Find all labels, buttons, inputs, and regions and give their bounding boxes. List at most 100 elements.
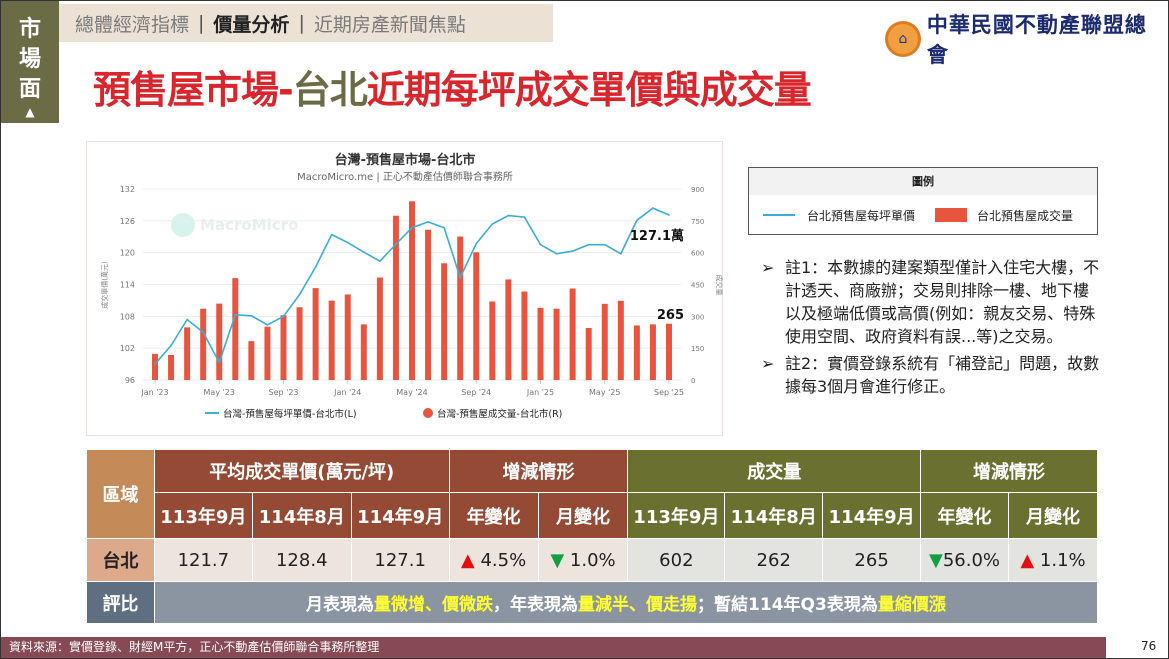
tab-macro-indicators[interactable]: 總體經濟指標 [75, 13, 190, 36]
price-point [218, 361, 221, 364]
price-point [411, 226, 413, 229]
volume-bar [360, 324, 367, 380]
price-annotation: 127.1萬 [630, 228, 684, 244]
comment-part: ，年表現為 [493, 595, 579, 615]
price-point [170, 344, 172, 347]
triangle-down-icon: ▼ [929, 549, 943, 571]
volume-bar [409, 201, 415, 380]
notes: ➢ 註1：本數據的建案類型僅計入住宅大樓，不計透天、商廠辦；交易則排除一樓、地下樓… [761, 256, 1101, 402]
y-left-tick-label: 126 [120, 217, 135, 226]
price-point [395, 243, 397, 245]
arrow-bullet-icon: ➢ [761, 354, 775, 373]
y-right-tick-label: 300 [691, 313, 704, 321]
x-tick-label: Jan '23 [140, 388, 168, 397]
period-header: 114年8月 [724, 492, 824, 539]
arrow-bullet-icon: ➢ [761, 258, 775, 277]
y-right-tick-label: 0 [691, 377, 695, 385]
volume-bar [216, 303, 223, 380]
price-header: 平均成交單價(萬元/坪) [153, 449, 450, 493]
volume-bar [666, 323, 672, 380]
x-tick-label: Sep '25 [654, 388, 684, 397]
volume-bar [505, 279, 512, 380]
legend-box: 圖例 台北預售屋每坪單價 台北預售屋成交量 [748, 167, 1098, 235]
title-part: 預售屋市場- [93, 68, 294, 112]
divider: | [298, 12, 305, 34]
comment-highlight: 量縮價漲 [877, 595, 946, 615]
section-label-char: 市 [18, 17, 41, 42]
tab-price-volume[interactable]: 價量分析 [213, 13, 290, 36]
volume-mom-cell: ▲ 1.1% [1008, 538, 1098, 582]
yoy-header: 年變化 [448, 492, 539, 539]
note-text: 註2：實價登錄系統有「補登記」問題，故數據每3個月會進行修正。 [785, 354, 1100, 396]
tab-news[interactable]: 近期房產新聞焦點 [313, 13, 466, 36]
price-point [266, 324, 269, 326]
y-left-axis-label: 成交單價(萬元) [100, 261, 109, 309]
price-point [668, 214, 670, 216]
price-cell: 121.7 [153, 538, 253, 582]
price-point [603, 243, 606, 246]
volume-cell: 602 [627, 538, 726, 582]
volume-bar [264, 326, 271, 380]
price-point [652, 207, 654, 209]
chart-subtitle: MacroMicro.me | 正心不動產估價師聯合事務所 [297, 170, 513, 183]
legend-item: 台北預售屋每坪單價 [807, 208, 916, 223]
comment-part: ；暫結114年Q3表現為 [697, 595, 878, 615]
price-point [314, 266, 317, 268]
volume-bar [425, 229, 432, 380]
period-header: 113年9月 [153, 492, 253, 539]
price-point [571, 250, 574, 252]
volume-cell: 262 [724, 538, 824, 582]
title-city: 台北 [292, 68, 368, 112]
summary-table: 區域 平均成交單價(萬元/坪) 增減情形 成交量 增減情形 113年9月 114… [86, 449, 1099, 624]
volume-bar [376, 277, 383, 380]
section-label-char: 面 [18, 77, 41, 102]
note-text: 註1：本數據的建案類型僅計入住宅大樓，不計透天、商廠辦；交易則排除一樓、地下樓以… [785, 258, 1100, 346]
volume-bar [200, 308, 207, 380]
change-value: 1.0% [569, 549, 616, 571]
price-point [363, 251, 365, 253]
volume-header: 成交量 [627, 449, 922, 493]
nav-tabs: 總體經濟指標 | 價量分析 | 近期房產新聞焦點 [59, 4, 553, 42]
price-point [539, 243, 542, 246]
association-seal-icon: ⌂ [885, 21, 921, 57]
volume-bar [232, 278, 239, 380]
mom-header: 月變化 [537, 492, 629, 539]
period-header: 114年8月 [251, 492, 352, 539]
x-tick-label: May '25 [589, 388, 620, 397]
page-number: 76 [1141, 639, 1157, 653]
change-value: 56.0% [942, 549, 1001, 571]
yoy-header: 年變化 [920, 492, 1009, 539]
price-point [443, 226, 445, 229]
y-left-tick-label: 132 [120, 185, 135, 194]
y-right-axis-label: 成交量 [715, 275, 724, 296]
y-right-tick-label: 600 [691, 250, 704, 258]
y-left-tick-label: 96 [125, 376, 135, 385]
volume-cell: 265 [822, 538, 922, 582]
y-left-tick-label: 114 [120, 281, 135, 290]
volume-bar [585, 328, 592, 380]
comment-part: 月表現為 [306, 595, 375, 615]
price-point [234, 313, 237, 316]
volume-bar [152, 353, 158, 380]
volume-bar [649, 324, 656, 380]
volume-bar [457, 236, 464, 380]
comment-highlight: 量微增、價微跌 [374, 595, 494, 615]
volume-bar [392, 215, 399, 380]
section-sidebar: 市 場 面 ▲ [1, 1, 59, 123]
x-tick-label: Jan '25 [526, 388, 554, 397]
watermark-text: MacroMicro [200, 216, 298, 234]
volume-bar [441, 263, 448, 380]
volume-bar [521, 291, 528, 380]
price-point [427, 221, 429, 223]
period-header: 114年9月 [822, 492, 922, 539]
volume-bar [248, 341, 255, 380]
comment-label: 評比 [86, 581, 155, 624]
volume-annotation: 265 [657, 308, 684, 323]
price-point [491, 223, 494, 225]
volume-bar [312, 288, 319, 380]
price-point [346, 241, 349, 244]
x-tick-label: Sep '23 [269, 388, 299, 397]
y-left-tick-label: 108 [120, 312, 135, 321]
bar-swatch-icon [935, 208, 968, 222]
period-header: 113年9月 [627, 492, 726, 539]
